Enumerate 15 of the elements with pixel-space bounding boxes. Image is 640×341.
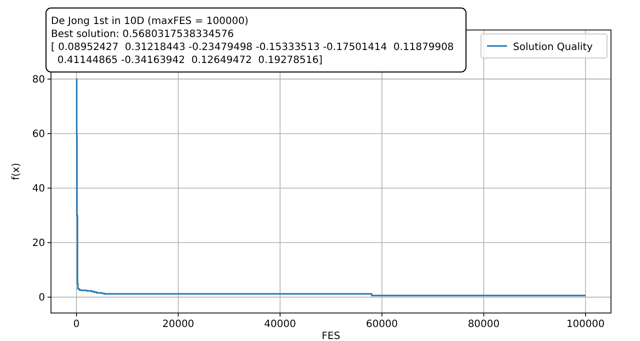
y-tick-label: 40: [32, 184, 45, 195]
y-tick-label: 20: [32, 238, 45, 250]
x-tick-label: 20000: [162, 319, 194, 330]
annotation: De Jong 1st in 10D (maxFES = 100000) Best solution: 0.5680317538334576 [ 0.08952427 0.31218443 -0.23479498 -0.15333513 -0.17501414 0.11879908 0.41144865 -0.34163942 0.12649472 0.19278516]: [51, 16, 454, 66]
x-tick-label: 100000: [566, 319, 605, 330]
x-axis-title: FES: [322, 331, 340, 341]
x-tick-label: 0: [73, 319, 80, 330]
x-tick-label: 40000: [264, 319, 296, 330]
y-tick-label: 80: [32, 74, 45, 86]
x-tick-label: 80000: [468, 319, 500, 330]
x-tick-label: 60000: [366, 319, 398, 330]
y-tick-label: 0: [38, 292, 45, 304]
y-axis-title: f(x): [11, 162, 22, 180]
y-tick-label: 60: [32, 129, 45, 140]
legend-label: Solution Quality: [513, 42, 593, 53]
